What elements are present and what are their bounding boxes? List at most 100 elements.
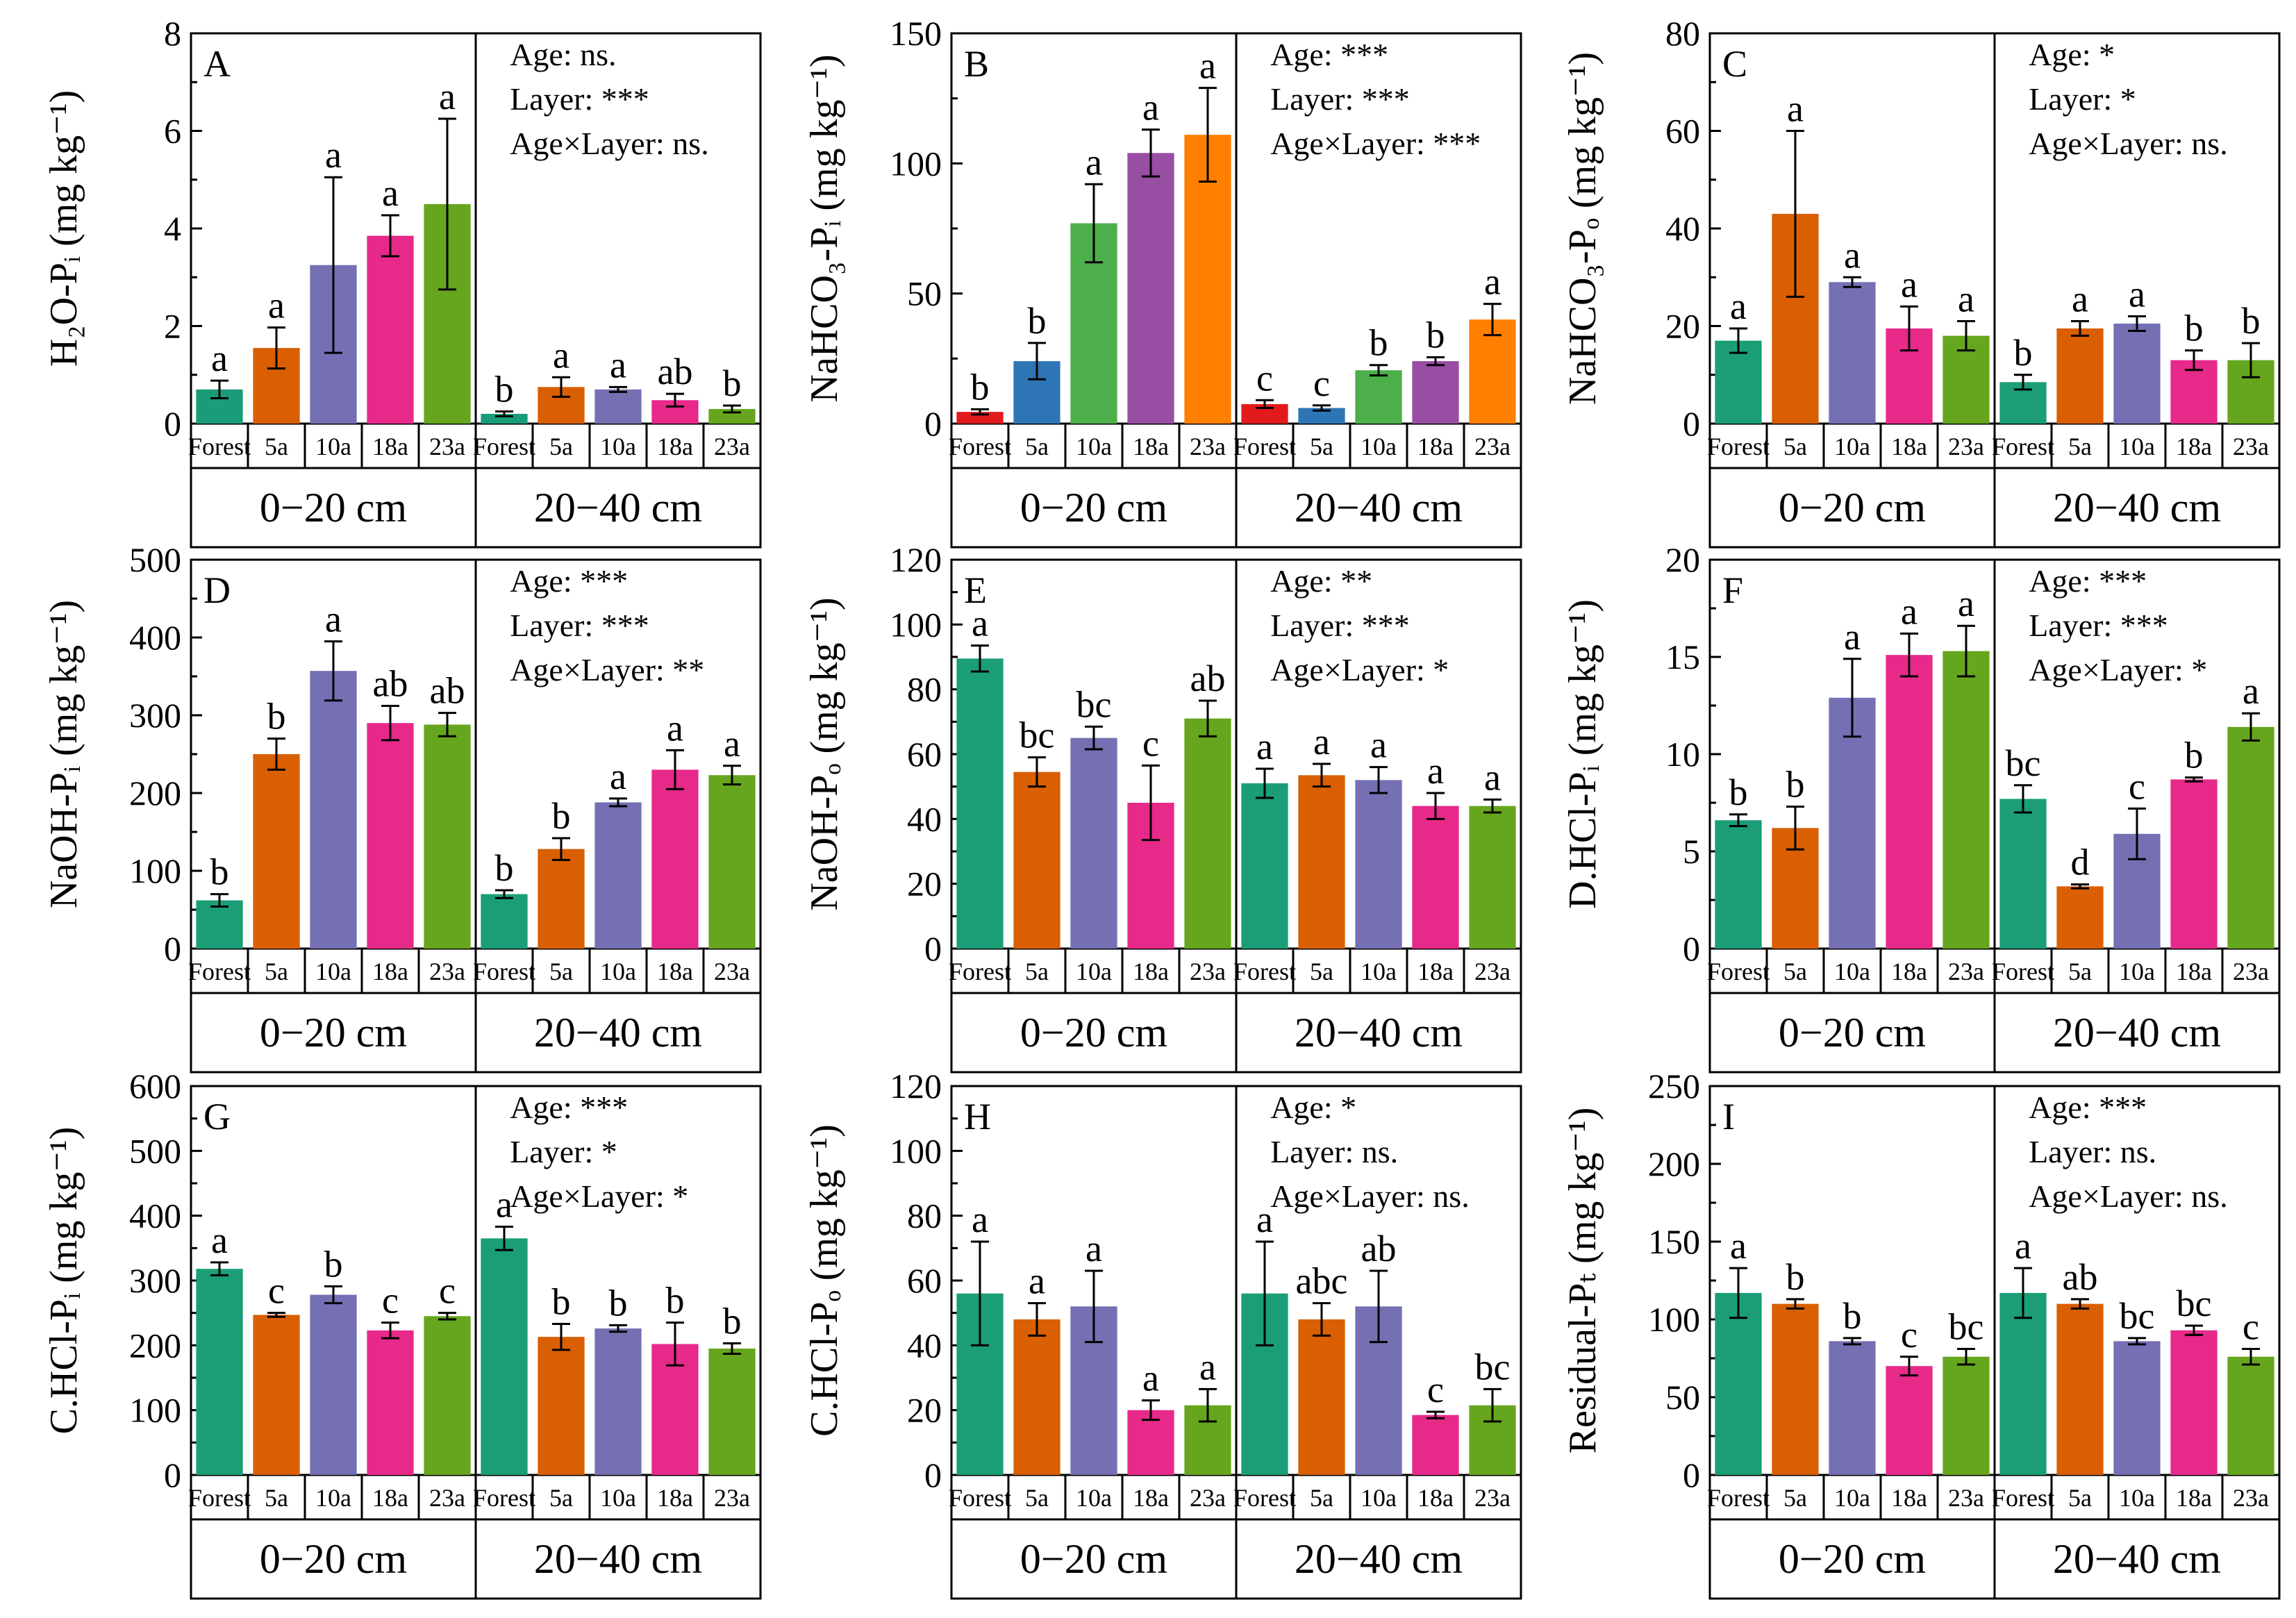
y-tick-label: 250 <box>1648 1067 1700 1106</box>
category-label: Forest <box>949 433 1011 460</box>
category-label: Forest <box>188 1484 251 1512</box>
bar <box>1184 135 1231 424</box>
layer-label: 0−20 cm <box>1020 1536 1167 1582</box>
category-label: 23a <box>2233 1484 2269 1512</box>
significance-letter: a <box>439 76 456 117</box>
category-label: Forest <box>949 958 1011 985</box>
category-label: 10a <box>600 1484 636 1512</box>
category-label: 5a <box>265 1484 288 1512</box>
bar <box>1412 361 1459 424</box>
significance-letter: ab <box>2063 1256 2098 1298</box>
stats-annotation: Age×Layer: ns. <box>2029 1178 2228 1214</box>
category-label: Forest <box>1707 958 1770 985</box>
category-label: 10a <box>1361 958 1397 985</box>
category-label: 10a <box>2119 433 2155 460</box>
significance-letter: a <box>1370 724 1387 766</box>
significance-letter: b <box>666 1280 685 1321</box>
y-tick-label: 2 <box>164 307 181 346</box>
category-label: 10a <box>600 433 636 460</box>
significance-letter: a <box>1313 721 1330 762</box>
panel-letter: F <box>1722 569 1743 611</box>
category-label: 23a <box>2233 958 2269 985</box>
significance-letter: b <box>1786 1256 1805 1298</box>
bar <box>1241 783 1288 949</box>
category-label: 18a <box>1133 958 1169 985</box>
significance-letter: a <box>610 756 626 797</box>
y-tick-label: 5 <box>1683 832 1700 871</box>
bar <box>1070 737 1117 949</box>
category-label: 5a <box>2068 1484 2092 1512</box>
y-tick-label: 120 <box>890 1067 942 1106</box>
significance-letter: b <box>723 362 742 404</box>
panel-e: 0 20 40 60 80 100 120 NaOH-Pₒ (mg kg⁻¹) E Age: **… <box>803 540 1522 1074</box>
significance-letter: bc <box>2120 1295 2155 1337</box>
category-label: 18a <box>657 433 693 460</box>
bar <box>2113 323 2161 424</box>
layer-label: 20−40 cm <box>534 1536 702 1582</box>
layer-label: 0−20 cm <box>1779 485 1926 531</box>
stats-annotation: Layer: * <box>2029 81 2136 117</box>
bar <box>1013 772 1060 949</box>
bar <box>2056 886 2104 949</box>
bar <box>1715 1292 1762 1475</box>
category-label: 23a <box>429 958 465 985</box>
y-axis-label: NaHCO₃-Pₒ (mg kg⁻¹) <box>1561 52 1604 405</box>
category-label: 23a <box>429 1484 465 1512</box>
significance-letter: c <box>268 1270 285 1312</box>
y-tick-label: 80 <box>907 670 942 709</box>
significance-letter: b <box>324 1243 343 1285</box>
significance-letter: c <box>1901 1314 1918 1356</box>
category-label: Forest <box>1707 433 1770 460</box>
y-tick-label: 10 <box>1665 735 1700 774</box>
significance-letter: bc <box>2177 1283 2212 1324</box>
bar <box>538 1337 585 1475</box>
category-label: 10a <box>2119 958 2155 985</box>
category-label: Forest <box>1233 958 1296 985</box>
significance-letter: c <box>2129 765 2145 807</box>
significance-letter: a <box>972 1199 988 1240</box>
category-label: Forest <box>1233 1484 1296 1512</box>
category-label: Forest <box>1992 1484 2054 1512</box>
significance-letter: b <box>495 847 514 889</box>
bar <box>1127 153 1174 424</box>
significance-letter: a <box>2015 1225 2031 1267</box>
significance-letter: a <box>1787 88 1804 130</box>
significance-letter: b <box>552 795 571 837</box>
significance-letter: bc <box>1076 683 1112 725</box>
category-label: Forest <box>1992 958 2054 985</box>
category-label: 5a <box>1310 433 1333 460</box>
significance-letter: a <box>496 1184 513 1226</box>
category-label: 18a <box>1133 433 1169 460</box>
significance-letter: a <box>2129 273 2145 315</box>
panel-letter: E <box>964 569 987 611</box>
y-tick-label: 15 <box>1665 637 1700 676</box>
category-label: Forest <box>473 958 535 985</box>
y-axis-label: H₂O-Pᵢ (mg kg⁻¹) <box>42 90 85 367</box>
y-tick-label: 150 <box>890 14 942 53</box>
stats-annotation: Layer: * <box>510 1134 617 1169</box>
category-label: 10a <box>1076 1484 1112 1512</box>
category-label: 5a <box>549 1484 573 1512</box>
layer-label: 0−20 cm <box>1779 1536 1926 1582</box>
category-label: 10a <box>1361 1484 1397 1512</box>
y-axis-label: C.HCl-Pᵢ (mg kg⁻¹) <box>42 1127 85 1435</box>
panel-letter: B <box>964 43 989 85</box>
bar <box>1715 820 1762 949</box>
stats-annotation: Age×Layer: ns. <box>2029 126 2228 161</box>
stats-annotation: Age: * <box>1270 1090 1356 1125</box>
significance-letter: b <box>2014 332 2033 374</box>
significance-letter: a <box>1730 285 1747 327</box>
bar <box>538 849 585 949</box>
bar <box>481 413 528 424</box>
significance-letter: a <box>1142 87 1159 128</box>
y-tick-label: 100 <box>1648 1300 1700 1339</box>
category-label: 18a <box>1417 958 1454 985</box>
y-tick-label: 50 <box>1665 1378 1700 1417</box>
stats-annotation: Age×Layer: ns. <box>1270 1178 1470 1214</box>
category-label: 10a <box>1076 958 1112 985</box>
y-tick-label: 8 <box>164 14 181 53</box>
significance-letter: b <box>1426 314 1445 356</box>
category-label: 18a <box>1891 433 1927 460</box>
bar <box>1829 1341 1876 1475</box>
